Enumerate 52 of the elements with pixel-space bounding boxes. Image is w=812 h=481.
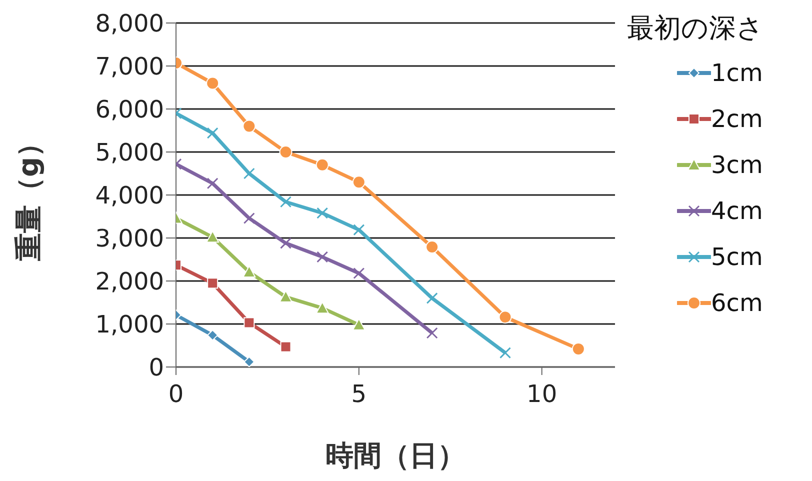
point [206, 230, 220, 243]
point [353, 224, 365, 236]
point [206, 76, 220, 90]
x-axis-title: 時間（日） [326, 439, 466, 472]
y-tick-label: 6,000 [95, 96, 164, 124]
x-tick-label: 0 [168, 380, 184, 408]
point [316, 251, 328, 263]
point [242, 265, 256, 278]
point [500, 347, 511, 359]
point [206, 127, 218, 139]
point [244, 317, 255, 328]
point [498, 310, 512, 324]
point [242, 120, 256, 133]
point [244, 356, 255, 367]
point [426, 240, 439, 254]
point [207, 278, 218, 289]
point [280, 237, 292, 249]
y-tick-label: 5,000 [95, 138, 164, 167]
point [426, 327, 438, 339]
point [352, 176, 366, 189]
y-tick-label: 2,000 [95, 268, 164, 296]
legend-label: 6cm [711, 289, 763, 317]
point [243, 212, 255, 224]
point [280, 196, 292, 208]
point [316, 302, 329, 314]
point [316, 158, 329, 172]
point [316, 207, 328, 219]
point [279, 290, 292, 302]
point [207, 330, 218, 341]
point [353, 268, 365, 280]
point [572, 342, 585, 356]
legend-label: 1cm [711, 59, 763, 87]
y-tick-label: 8,000 [95, 10, 164, 38]
y-axis-title: 重量（g） [12, 128, 45, 262]
legend-title: 最初の深さ [627, 12, 765, 46]
y-tick-label: 0 [148, 354, 164, 382]
point [352, 318, 366, 330]
point [243, 168, 255, 180]
legend-label: 3cm [711, 151, 763, 179]
y-tick-label: 4,000 [95, 182, 164, 210]
point [206, 178, 218, 190]
x-tick-label: 5 [351, 380, 367, 408]
y-tick-label: 7,000 [95, 52, 164, 81]
y-tick-label: 3,000 [95, 224, 164, 253]
legend-label: 4cm [711, 197, 763, 225]
y-tick-label: 1,000 [95, 310, 164, 339]
x-tick-label: 10 [526, 380, 558, 408]
legend-label: 5cm [711, 243, 763, 271]
point [280, 341, 292, 352]
point [279, 146, 292, 158]
point [426, 292, 438, 304]
legend-label: 2cm [711, 105, 763, 133]
